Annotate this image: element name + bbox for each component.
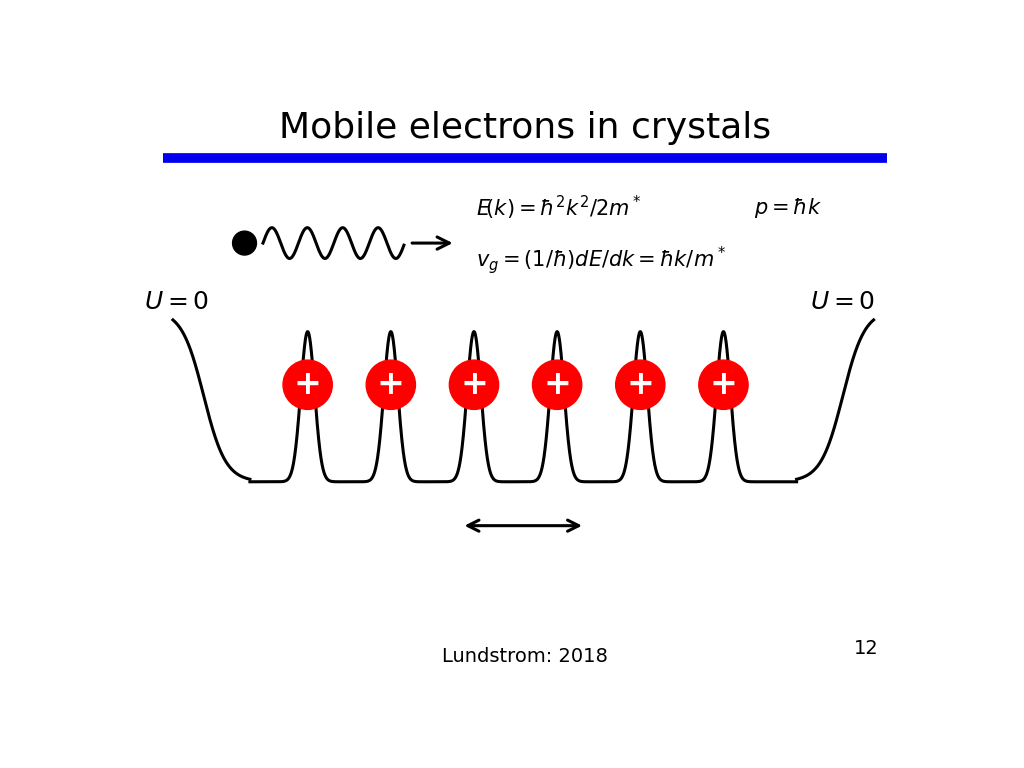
Text: Mobile electrons in crystals: Mobile electrons in crystals xyxy=(279,111,771,144)
Text: $E\!\left(k\right)=\hbar^2 k^2/2m^*$: $E\!\left(k\right)=\hbar^2 k^2/2m^*$ xyxy=(475,194,641,222)
Text: $v_g=\left(1/\hbar\right)dE/dk=\hbar k/m^*$: $v_g=\left(1/\hbar\right)dE/dk=\hbar k/m… xyxy=(475,244,726,276)
Text: +: + xyxy=(377,369,404,401)
Text: $p=\hbar k$: $p=\hbar k$ xyxy=(755,196,822,220)
Circle shape xyxy=(232,231,256,255)
Text: +: + xyxy=(294,369,322,401)
Text: $U=0$: $U=0$ xyxy=(144,290,210,314)
Circle shape xyxy=(367,360,416,409)
Circle shape xyxy=(615,360,665,409)
Circle shape xyxy=(532,360,582,409)
Circle shape xyxy=(283,360,333,409)
Text: 12: 12 xyxy=(854,640,879,658)
Text: $U=0$: $U=0$ xyxy=(810,290,874,314)
Circle shape xyxy=(450,360,499,409)
Text: +: + xyxy=(627,369,654,401)
Text: +: + xyxy=(710,369,737,401)
Circle shape xyxy=(698,360,749,409)
Text: +: + xyxy=(543,369,571,401)
Text: +: + xyxy=(460,369,487,401)
Text: Lundstrom: 2018: Lundstrom: 2018 xyxy=(442,647,607,666)
